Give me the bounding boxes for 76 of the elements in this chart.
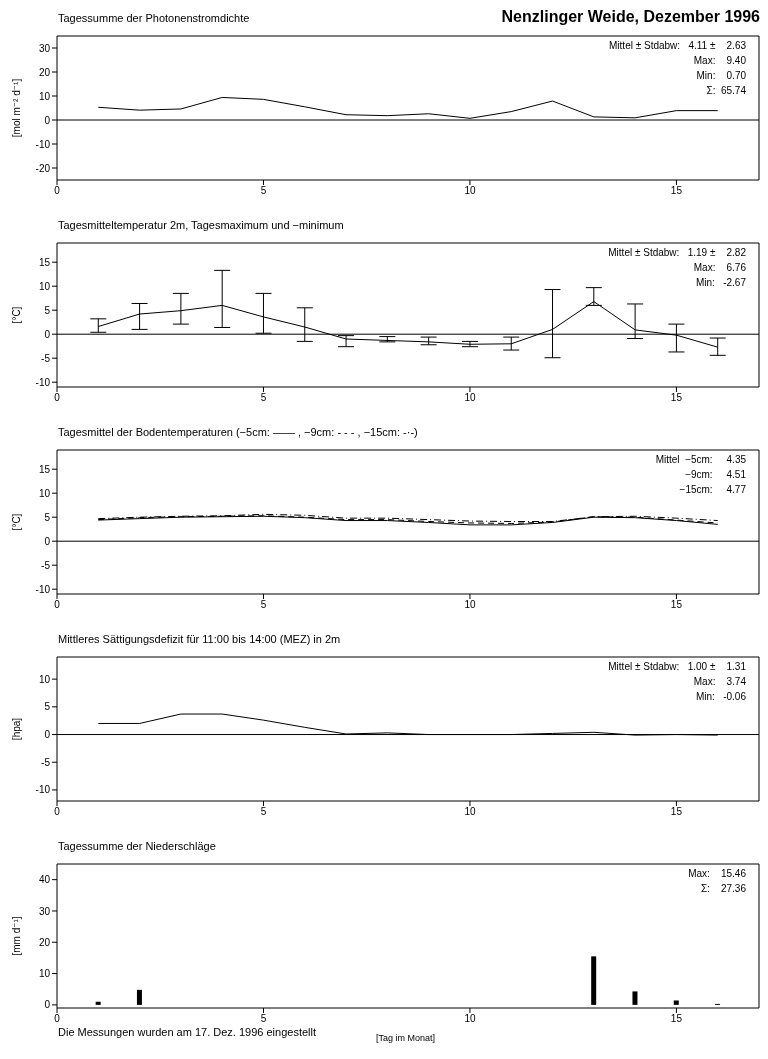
x-tick-label: 10 bbox=[464, 1013, 476, 1025]
x-tick-label: 15 bbox=[670, 599, 683, 611]
y-tick-label: 10 bbox=[38, 487, 51, 499]
y-tick-label: 15 bbox=[38, 463, 51, 475]
y-tick-label: 5 bbox=[44, 701, 51, 713]
y-tick-label: 0 bbox=[44, 535, 51, 547]
annotation: Min: -0.06 bbox=[694, 690, 746, 704]
annotation: −15cm: 4.77 bbox=[678, 483, 746, 497]
y-tick-label: 40 bbox=[38, 874, 51, 886]
y-tick-label: 0 bbox=[44, 114, 51, 126]
annotation: Min: 0.70 bbox=[695, 69, 746, 83]
annotation: Min: -2.67 bbox=[694, 276, 746, 290]
x-tick-label: 0 bbox=[54, 599, 61, 611]
x-tick-label: 10 bbox=[464, 806, 476, 818]
y-tick-label: 10 bbox=[38, 968, 51, 980]
y-tick-label: -10 bbox=[35, 583, 51, 595]
y-tick-label: 30 bbox=[38, 905, 51, 917]
y-axis-title: [hpa] bbox=[10, 717, 22, 741]
y-tick-label: -5 bbox=[41, 352, 51, 364]
y-tick-label: 10 bbox=[38, 280, 51, 292]
y-tick-label: 30 bbox=[38, 42, 51, 54]
y-axis-title: [mm d⁻¹] bbox=[10, 916, 22, 956]
x-tick-label: 0 bbox=[54, 806, 61, 818]
x-tick-label: 5 bbox=[260, 1013, 267, 1025]
y-tick-label: 5 bbox=[44, 304, 51, 316]
chart-title: Tagesmittel der Bodentemperaturen (−5cm: —— , −9cm: - - - , −15cm: -·-) bbox=[58, 426, 418, 438]
x-tick-label: 15 bbox=[670, 185, 683, 197]
annotation: Mittel −5cm: 4.35 bbox=[655, 453, 746, 467]
y-tick-label: 15 bbox=[38, 256, 51, 268]
x-tick-label: 10 bbox=[464, 392, 476, 404]
y-tick-label: 10 bbox=[38, 90, 51, 102]
chart-title: Mittleres Sättigungsdefizit für 11:00 bis 14:00 (MEZ) in 2m bbox=[58, 633, 341, 645]
x-tick-label: 0 bbox=[54, 392, 61, 404]
chart-title: Tagesmitteltemperatur 2m, Tagesmaximum und −minimum bbox=[58, 219, 344, 231]
y-tick-label: 10 bbox=[38, 673, 51, 685]
x-tick-label: 15 bbox=[670, 806, 683, 818]
y-axis-title: [°C] bbox=[10, 513, 22, 531]
y-tick-label: -10 bbox=[35, 138, 51, 150]
y-axis-title: [°C] bbox=[10, 306, 22, 324]
y-axis-title: [mol m⁻² d⁻¹] bbox=[10, 78, 22, 138]
y-tick-label: -10 bbox=[35, 376, 51, 388]
annotation: Max: 6.76 bbox=[692, 261, 746, 275]
y-tick-label: 20 bbox=[38, 936, 51, 948]
y-tick-label: -20 bbox=[35, 162, 51, 174]
x-tick-label: 5 bbox=[260, 806, 267, 818]
x-tick-label: 0 bbox=[54, 185, 61, 197]
y-tick-label: 0 bbox=[44, 999, 51, 1011]
annotation: Max: 3.74 bbox=[692, 675, 746, 689]
text: Die Messungen wurden am 17. Dez. 1996 eingestellt bbox=[58, 1026, 317, 1038]
y-tick-label: 0 bbox=[44, 328, 51, 340]
x-tick-label: 15 bbox=[670, 1013, 683, 1025]
annotation: Mittel ± Stdabw: 4.11 ± 2.63 bbox=[609, 39, 746, 53]
x-tick-label: 5 bbox=[260, 392, 267, 404]
y-tick-label: -10 bbox=[35, 784, 51, 796]
annotation: Max: 9.40 bbox=[692, 54, 746, 68]
chart-title: Nenzlinger Weide, Dezember 1996 bbox=[501, 8, 760, 26]
annotation: Mittel ± Stdabw: 1.19 ± 2.82 bbox=[608, 246, 746, 260]
annotation: Σ: 65.74 bbox=[705, 84, 746, 98]
annotation: Mittel ± Stdabw: 1.00 ± 1.31 bbox=[608, 660, 746, 674]
y-tick-label: -5 bbox=[41, 559, 51, 571]
annotation: Σ: 27.36 bbox=[699, 882, 746, 896]
x-axis-title: [Tag im Monat] bbox=[376, 1033, 436, 1043]
x-tick-label: 0 bbox=[54, 1013, 61, 1025]
x-tick-label: 5 bbox=[260, 599, 267, 611]
annotation: Max: 15.46 bbox=[688, 867, 746, 881]
x-tick-label: 10 bbox=[464, 185, 476, 197]
x-tick-label: 5 bbox=[260, 185, 267, 197]
y-tick-label: 20 bbox=[38, 66, 51, 78]
annotation: −9cm: 4.51 bbox=[684, 468, 746, 482]
chart-title: Tagessumme der Niederschläge bbox=[58, 840, 216, 852]
y-tick-label: 5 bbox=[44, 511, 51, 523]
y-tick-label: -5 bbox=[41, 756, 51, 768]
y-tick-label: 0 bbox=[44, 729, 51, 741]
x-tick-label: 10 bbox=[464, 599, 476, 611]
x-tick-label: 15 bbox=[670, 392, 683, 404]
chart-subtitle: Tagessumme der Photonenstromdichte bbox=[58, 12, 250, 24]
